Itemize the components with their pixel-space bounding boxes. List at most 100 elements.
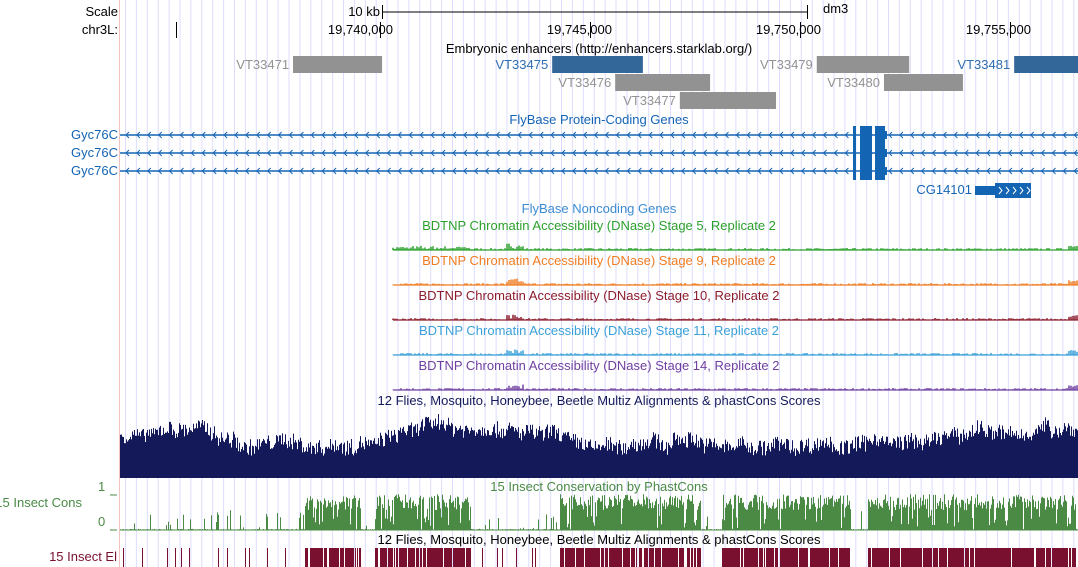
strand-arrow-icon [452,131,457,139]
strand-arrow-icon [583,131,588,139]
enhancer-label[interactable]: VT33471 [236,57,290,72]
chrom-label: chr3L: [81,22,118,37]
strand-arrow-icon [768,167,773,175]
strand-arrow-icon [550,131,555,139]
strand-arrow-icon [572,167,577,175]
strand-arrow-icon [125,149,130,157]
gene-label-gyc76c[interactable]: Gyc76C [71,145,118,160]
strand-arrow-icon [343,149,348,157]
conserved-elements [123,548,1076,567]
enhancer-block [293,56,383,73]
dnase-stage9-title[interactable]: BDTNP Chromatin Accessibility (DNase) St… [422,253,776,268]
strand-arrow-icon [681,131,686,139]
dnase-stage10-title[interactable]: BDTNP Chromatin Accessibility (DNase) St… [418,288,780,303]
strand-arrow-icon [790,167,795,175]
strand-arrow-icon [1019,186,1024,195]
strand-arrow-icon [648,167,653,175]
cons-track-title[interactable]: 15 Insect Conservation by PhastCons [490,479,708,494]
strand-arrow-icon [245,167,250,175]
strand-arrow-icon [724,131,729,139]
strand-arrow-icon [539,149,544,157]
exon [875,144,885,162]
enhancer-label[interactable]: VT33479 [760,57,813,72]
strand-arrow-icon [157,131,163,139]
strand-arrow-icon [408,167,413,175]
strand-arrow-icon [147,167,152,175]
strand-arrow-icon [790,131,795,139]
strand-arrow-icon [136,167,141,175]
strand-arrow-icon [692,149,697,157]
multiz-track-title[interactable]: 12 Flies, Mosquito, Honeybee, Beetle Mul… [377,393,821,408]
strand-arrow-icon [779,131,784,139]
enhancer-label[interactable]: VT33477 [623,93,676,108]
strand-arrow-icon [801,167,806,175]
strand-arrow-icon [964,149,969,157]
strand-arrow-icon [310,149,315,157]
strand-arrow-icon [474,131,479,139]
strand-arrow-icon [1073,131,1078,139]
strand-arrow-icon [681,149,686,157]
strand-arrow-icon [998,186,1003,195]
strand-arrow-icon [310,131,315,139]
strand-arrow-icon [190,131,195,139]
strand-arrow-icon [757,167,762,175]
strand-arrow-icon [375,167,381,175]
strand-arrow-icon [713,167,718,175]
gene-label-gyc76c[interactable]: Gyc76C [71,163,118,178]
strand-arrow-icon [1005,186,1010,195]
enhancer-label[interactable]: VT33481 [957,57,1011,72]
tick-label: 19,745,000 [546,22,612,37]
strand-arrow-icon [1051,167,1056,175]
strand-arrow-icon [692,131,697,139]
strand-arrow-icon [702,131,708,139]
strand-arrow-icon [157,149,163,157]
strand-arrow-icon [441,131,446,139]
strand-arrow-icon [746,167,751,175]
elements-track-title[interactable]: 12 Flies, Mosquito, Honeybee, Beetle Mul… [377,532,821,547]
strand-arrow-icon [408,149,413,157]
strand-arrow-icon [397,131,402,139]
dnase-stage5-title[interactable]: BDTNP Chromatin Accessibility (DNase) St… [422,218,776,233]
strand-arrow-icon [801,131,806,139]
noncoding-genes-track-title[interactable]: FlyBase Noncoding Genes [521,201,677,216]
strand-arrow-icon [343,167,348,175]
strand-arrow-icon [931,167,936,175]
strand-arrow-icon [147,131,152,139]
dnase-stage14-title[interactable]: BDTNP Chromatin Accessibility (DNase) St… [418,358,780,373]
cg14101-exon [995,183,1031,198]
strand-arrow-icon [441,149,446,157]
gene-label-gyc76c[interactable]: Gyc76C [71,127,118,142]
strand-arrow-icon [354,131,359,139]
strand-arrow-icon [299,131,304,139]
gene-label-cg14101[interactable]: CG14101 [916,182,972,197]
enhancer-label[interactable]: VT33480 [827,75,880,90]
strand-arrow-icon [1019,131,1024,139]
protein-genes-track-title[interactable]: FlyBase Protein-Coding Genes [509,112,689,127]
elements-label[interactable]: 15 Insect El [49,549,117,564]
strand-arrow-icon [1040,131,1045,139]
enhancers-track-title[interactable]: Embryonic enhancers (http://enhancers.st… [445,41,753,56]
strand-arrow-icon [670,131,675,139]
enhancer-label[interactable]: VT33475 [495,57,549,72]
strand-arrow-icon [517,167,522,175]
exon [853,126,856,144]
cons-label[interactable]: 15 Insect Cons [0,495,82,510]
strand-arrow-icon [277,131,282,139]
strand-arrow-icon [899,167,904,175]
enhancer-block [679,92,777,109]
strand-arrow-icon [757,149,762,157]
dnase-stage11-title[interactable]: BDTNP Chromatin Accessibility (DNase) St… [418,323,780,338]
strand-arrow-icon [419,149,424,157]
strand-arrow-icon [277,167,282,175]
exon [875,126,885,144]
strand-arrow-icon [768,131,773,139]
strand-arrow-icon [277,149,282,157]
strand-arrow-icon [1019,167,1024,175]
strand-arrow-icon [354,149,359,157]
strand-arrow-icon [147,149,152,157]
strand-arrow-icon [724,149,729,157]
dnase-signal [392,278,1078,285]
enhancer-label[interactable]: VT33476 [558,75,612,90]
